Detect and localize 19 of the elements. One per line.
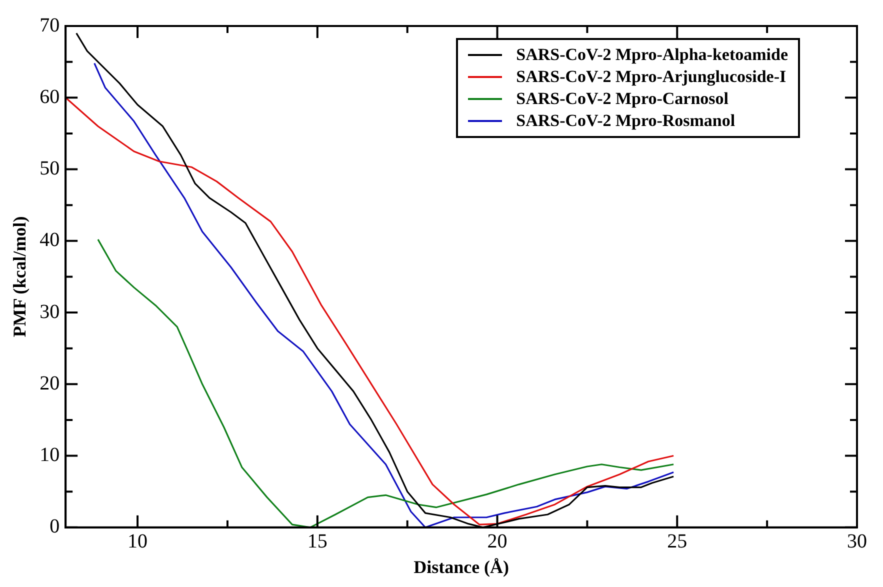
y-tick-label: 70 [40,14,60,36]
y-tick-label: 30 [40,300,60,323]
legend-label: SARS-CoV-2 Mpro-Arjunglucoside-I [516,66,786,88]
x-tick-label: 20 [487,530,508,553]
y-tick-label: 50 [40,158,60,180]
y-axis-title: PMF (kcal/mol) [9,216,30,338]
x-tick-label: 10 [128,530,148,553]
x-tick-label: 15 [307,530,328,553]
legend-label: SARS-CoV-2 Mpro-Alpha-ketoamide [516,44,788,66]
y-tick-label: 20 [40,372,60,394]
y-tick-label: 0 [50,516,60,538]
x-axis-title: Distance (Å) [414,556,510,577]
y-tick-label: 40 [40,229,60,252]
y-tick-label: 10 [40,444,60,466]
x-tick-label: 25 [667,530,688,553]
y-tick-label: 60 [40,86,60,108]
legend-label: SARS-CoV-2 Mpro-Carnosol [516,88,728,110]
legend-label: SARS-CoV-2 Mpro-Rosmanol [516,110,736,132]
x-tick-label: 30 [847,530,867,553]
